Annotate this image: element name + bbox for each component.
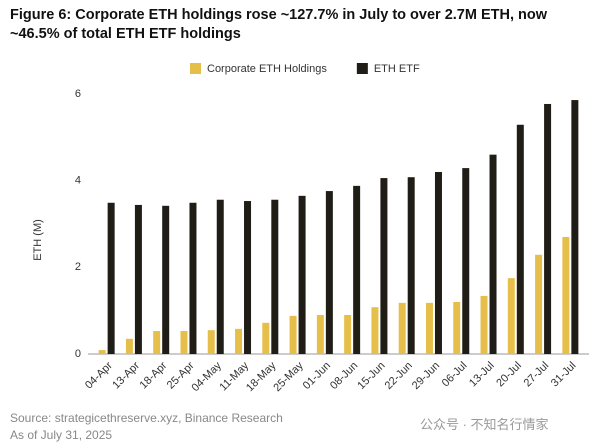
legend-label: ETH ETF (374, 63, 420, 75)
source: Source: strategicethreserve.xyz, Binance… (10, 411, 283, 425)
x-tick-label: 06-Jul (440, 360, 470, 390)
bar (289, 315, 297, 354)
bar (562, 237, 570, 354)
y-tick-label: 6 (75, 88, 81, 100)
x-tick-label: 29-Jun (410, 360, 442, 392)
bar (98, 350, 106, 354)
x-tick-label: 18-Apr (138, 359, 170, 391)
y-tick-label: 0 (75, 348, 81, 360)
x-tick-label: 22-Jun (383, 360, 415, 392)
bar (344, 315, 352, 354)
bar (462, 168, 470, 354)
bar (480, 295, 488, 354)
bar (216, 199, 224, 354)
bar (371, 307, 379, 354)
bar (535, 254, 543, 354)
bar (380, 178, 388, 354)
y-axis-label: ETH (M) (32, 219, 44, 261)
x-tick-label: 13-Jul (467, 360, 497, 390)
bar (407, 177, 415, 354)
bar (298, 195, 306, 354)
x-tick-label: 13-Apr (110, 359, 142, 391)
bar (235, 328, 243, 354)
bar (325, 191, 333, 354)
x-tick-label: 01-Jun (301, 360, 333, 392)
bar (507, 278, 515, 354)
bar (516, 124, 524, 355)
x-tick-label: 04-Apr (83, 359, 115, 391)
x-tick-label: 31-Jul (549, 360, 579, 390)
bar (189, 202, 197, 354)
legend-swatch (190, 63, 201, 74)
date-note: As of July 31, 2025 (10, 428, 113, 442)
legend-swatch (356, 63, 368, 74)
bar (162, 205, 170, 354)
bar (544, 103, 552, 354)
bar (453, 302, 461, 354)
bar (244, 201, 252, 354)
x-tick-label: 20-Jul (494, 360, 524, 390)
bar (425, 302, 433, 354)
bar (107, 202, 115, 354)
bar (489, 154, 497, 354)
bar (125, 338, 133, 354)
y-tick-label: 4 (75, 175, 81, 187)
bar (398, 302, 406, 354)
x-tick-label: 27-Jul (522, 360, 552, 390)
watermark: 公众号 · 不知名行情家 (420, 417, 549, 432)
bar (316, 315, 324, 354)
y-tick-label: 2 (75, 261, 81, 273)
bar (262, 322, 270, 354)
x-tick-label: 25-May (271, 359, 306, 394)
bar (271, 199, 279, 354)
x-tick-label: 08-Jun (328, 360, 360, 392)
bar (571, 100, 579, 354)
bar (434, 172, 442, 354)
x-tick-label: 15-Jun (355, 360, 387, 392)
bar (180, 331, 188, 354)
bar (134, 204, 142, 354)
legend-label: Corporate ETH Holdings (207, 63, 327, 75)
bar (153, 331, 161, 354)
chart-title: Figure 6: Corporate ETH holdings rose ~1… (10, 7, 548, 42)
bar (353, 185, 361, 354)
x-tick-label: 04-May (189, 359, 224, 394)
bar (207, 330, 215, 354)
